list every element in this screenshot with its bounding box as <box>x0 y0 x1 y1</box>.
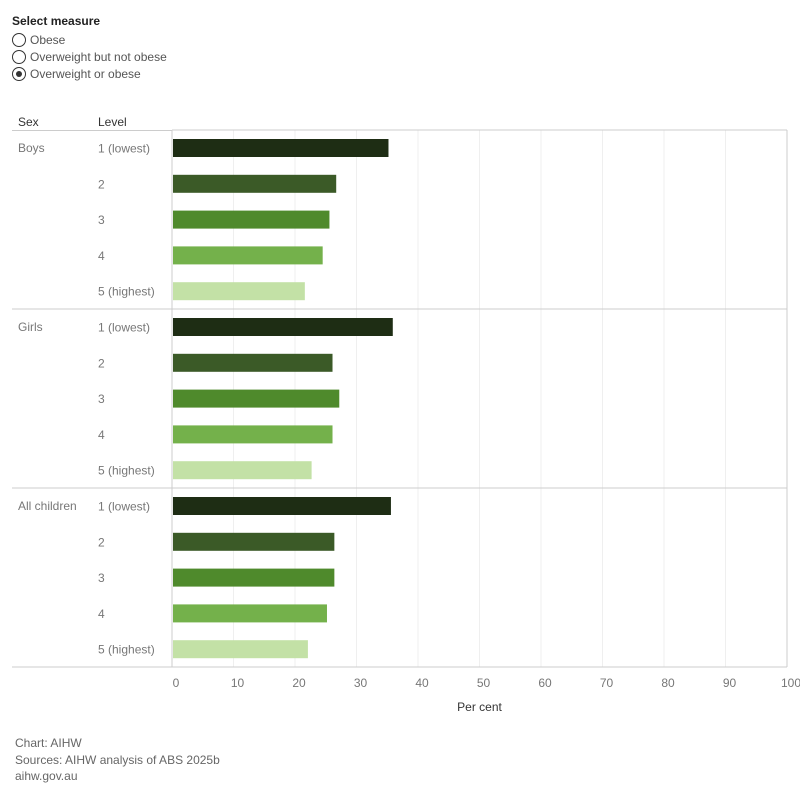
x-tick-label: 0 <box>173 676 180 690</box>
x-tick-label: 10 <box>231 676 245 690</box>
level-label: 2 <box>98 535 105 549</box>
bar <box>173 497 391 515</box>
x-axis-title: Per cent <box>457 700 502 714</box>
x-tick-label: 40 <box>415 676 429 690</box>
level-label: 4 <box>98 607 105 621</box>
measure-selector-title: Select measure <box>12 14 101 28</box>
x-tick-label: 50 <box>477 676 491 690</box>
group-label: Girls <box>18 320 43 334</box>
radio-unchecked-icon[interactable] <box>12 50 26 64</box>
bar <box>173 604 327 623</box>
group-label: All children <box>18 499 77 513</box>
radio-label: Obese <box>30 33 66 47</box>
level-label: 2 <box>98 177 105 191</box>
level-label: 3 <box>98 571 105 585</box>
source-website[interactable]: aihw.gov.au <box>15 769 78 783</box>
x-tick-label: 90 <box>723 676 737 690</box>
level-label: 3 <box>98 392 105 406</box>
x-tick-label: 30 <box>354 676 368 690</box>
chart-sources: Sources: AIHW analysis of ABS 2025b <box>15 753 220 767</box>
column-header-level: Level <box>98 115 127 129</box>
bar <box>173 353 333 372</box>
bar <box>173 174 337 193</box>
level-label: 3 <box>98 213 105 227</box>
bar <box>173 210 330 229</box>
bar <box>173 461 312 480</box>
level-label: 2 <box>98 356 105 370</box>
bar <box>173 568 335 587</box>
x-tick-label: 60 <box>538 676 552 690</box>
bar <box>173 640 308 659</box>
bar <box>173 389 340 408</box>
radio-option-overweight-or-obese[interactable]: Overweight or obese <box>12 66 141 82</box>
bar <box>173 139 389 157</box>
radio-label: Overweight or obese <box>30 67 141 81</box>
level-label: 5 (highest) <box>98 643 155 657</box>
group-label: Boys <box>18 141 45 155</box>
level-label: 4 <box>98 428 105 442</box>
x-tick-label: 20 <box>292 676 306 690</box>
column-header-sex: Sex <box>18 115 39 129</box>
radio-option-obese[interactable]: Obese <box>12 32 65 48</box>
header-divider <box>12 130 172 131</box>
chart-credit: Chart: AIHW <box>15 736 82 750</box>
level-label: 4 <box>98 249 105 263</box>
radio-checked-icon[interactable] <box>12 67 26 81</box>
bar <box>173 282 305 301</box>
x-tick-label: 70 <box>600 676 614 690</box>
bar <box>173 532 335 551</box>
level-label: 1 (lowest) <box>98 321 150 335</box>
radio-label: Overweight but not obese <box>30 50 167 64</box>
radio-option-overweight-not-obese[interactable]: Overweight but not obese <box>12 49 167 65</box>
bar <box>173 318 393 336</box>
level-label: 5 (highest) <box>98 464 155 478</box>
bar <box>173 425 333 444</box>
x-tick-label: 100 <box>781 676 800 690</box>
level-label: 5 (highest) <box>98 285 155 299</box>
level-label: 1 (lowest) <box>98 500 150 514</box>
radio-unchecked-icon[interactable] <box>12 33 26 47</box>
x-tick-label: 80 <box>661 676 675 690</box>
bar <box>173 246 323 265</box>
level-label: 1 (lowest) <box>98 142 150 156</box>
